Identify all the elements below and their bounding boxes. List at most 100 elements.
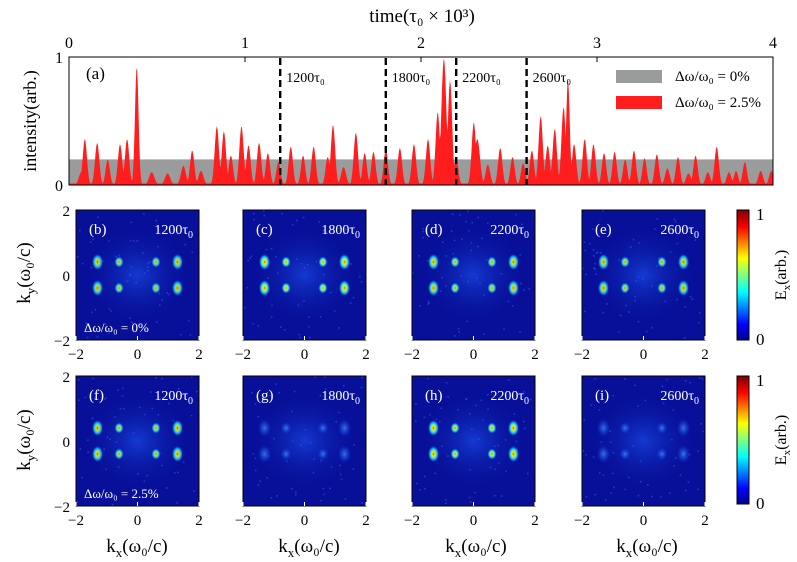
heatmap-speckle (167, 293, 170, 296)
heatmap-speckle (609, 441, 612, 443)
heatmap-speckle (440, 407, 442, 410)
heatmap-speckle (665, 390, 668, 393)
heatmap-speckle (513, 413, 516, 416)
heatmap-spot (507, 446, 519, 462)
heatmap-speckle (257, 484, 260, 486)
heatmap-spot (92, 420, 104, 436)
top-axis-ticks: 0 1 2 3 4 (65, 35, 777, 62)
time-markers: 1200τ₀ 1800τ₀ 2200τ₀ 2600τ₀ (279, 58, 571, 185)
heatmap-speckle (651, 495, 653, 498)
heatmap-time-label: 2600τ0 (660, 389, 699, 407)
heatmap-speckle (122, 407, 125, 410)
heatmap-speckle (583, 241, 586, 244)
colorbar-tick-max: 1 (756, 205, 765, 224)
x-axis-labels: kx(ω₀/c) kx(ω₀/c) kx(ω₀/c) kx(ω₀/c) (106, 536, 678, 560)
heatmap-speckle (257, 398, 259, 401)
heatmap-speckle (674, 220, 677, 223)
heatmap-spot (487, 256, 497, 268)
heatmap-speckle (467, 280, 469, 283)
heatmap-panel: (d) 2200τ0 −2 0 2 (404, 209, 539, 363)
heatmap-spot (428, 280, 440, 296)
heatmap-spot (337, 445, 352, 463)
heatmap-speckle (634, 295, 636, 298)
heatmap-panel-label: (i) (595, 388, 609, 404)
heatmap-spot (598, 280, 610, 296)
heatmap-speckle (345, 228, 347, 231)
heatmap-speckle (313, 458, 315, 460)
heatmap-x-tick-label: −2 (68, 347, 84, 363)
heatmap-speckle (445, 381, 448, 384)
heatmap-speckle (244, 306, 246, 309)
heatmap-speckle (250, 255, 253, 258)
heatmap-speckle (529, 398, 532, 401)
heatmap-speckle (664, 300, 667, 303)
colorbar-label: Ex(arb.) (773, 415, 793, 465)
heatmap-spot (450, 282, 460, 294)
heatmap-speckle (297, 304, 300, 307)
heatmap-speckle (427, 300, 430, 303)
legend-swatch-baseline (616, 70, 662, 83)
heatmap-speckle (339, 393, 342, 395)
heatmap-speckle (460, 275, 463, 277)
heatmap-speckle (600, 441, 603, 443)
heatmap-spot (151, 448, 161, 460)
heatmap-speckle (489, 466, 492, 469)
heatmap-speckle (278, 391, 281, 394)
heatmap-speckle (441, 445, 443, 448)
heatmap-speckle (624, 488, 626, 491)
heatmap-speckle (168, 402, 170, 405)
heatmap-spot (171, 420, 183, 436)
heatmap-speckle (190, 376, 193, 378)
heatmap-speckle (520, 282, 522, 285)
heatmap-speckle (324, 231, 327, 234)
heatmap-speckle (249, 257, 251, 259)
heatmap-speckle (460, 238, 463, 241)
heatmap-speckle (439, 420, 441, 423)
heatmap-spot (450, 256, 460, 268)
heatmap-speckle (312, 472, 315, 474)
top-tick-label: 1 (241, 35, 249, 52)
heatmap-x-tick-label: 0 (640, 513, 648, 529)
heatmap-speckle (598, 409, 601, 411)
heatmap-speckle (612, 395, 614, 397)
heatmap-speckle (142, 252, 144, 254)
heatmap-spot (487, 282, 497, 294)
heatmap-time-label: 1800τ0 (321, 389, 360, 407)
heatmap-speckle (662, 402, 665, 405)
heatmap-speckle (609, 430, 611, 433)
heatmap-x-tick-label: −2 (68, 513, 84, 529)
heatmap-speckle (307, 316, 310, 318)
heatmap-speckle (269, 394, 271, 397)
heatmap-panel-label: (c) (256, 222, 273, 238)
heatmap-speckle (602, 210, 604, 212)
heatmap-speckle (447, 455, 449, 457)
heatmap-speckle (637, 320, 640, 323)
heatmap-spot (259, 280, 271, 296)
heatmap-speckle (361, 376, 364, 379)
heatmap-speckle (604, 499, 607, 501)
heatmap-speckle (467, 230, 470, 232)
heatmap-speckle (465, 221, 467, 223)
heatmap-speckle (582, 267, 584, 270)
heatmap-time-label: 2200τ0 (490, 389, 529, 407)
heatmap-speckle (85, 322, 88, 325)
heatmap-speckle (306, 263, 309, 266)
heatmap-speckle (329, 291, 332, 294)
heatmap-speckle (254, 457, 257, 460)
top-tick-label: 4 (769, 35, 777, 52)
heatmap-speckle (523, 427, 526, 430)
heatmap-spot (114, 448, 124, 460)
heatmap-speckle (149, 391, 152, 393)
heatmap-speckle (121, 387, 124, 390)
heatmap-speckle (469, 468, 472, 471)
heatmap-speckle (323, 273, 325, 276)
heatmap-speckle (698, 376, 701, 379)
y-axis-ticks: 01 (55, 50, 74, 195)
heatmap-speckle (339, 464, 341, 467)
heatmap-spot (450, 422, 460, 434)
heatmap-spot (487, 422, 497, 434)
heatmap-speckle (592, 249, 595, 251)
heatmap-speckle (319, 394, 322, 397)
heatmap-speckle (638, 242, 640, 244)
